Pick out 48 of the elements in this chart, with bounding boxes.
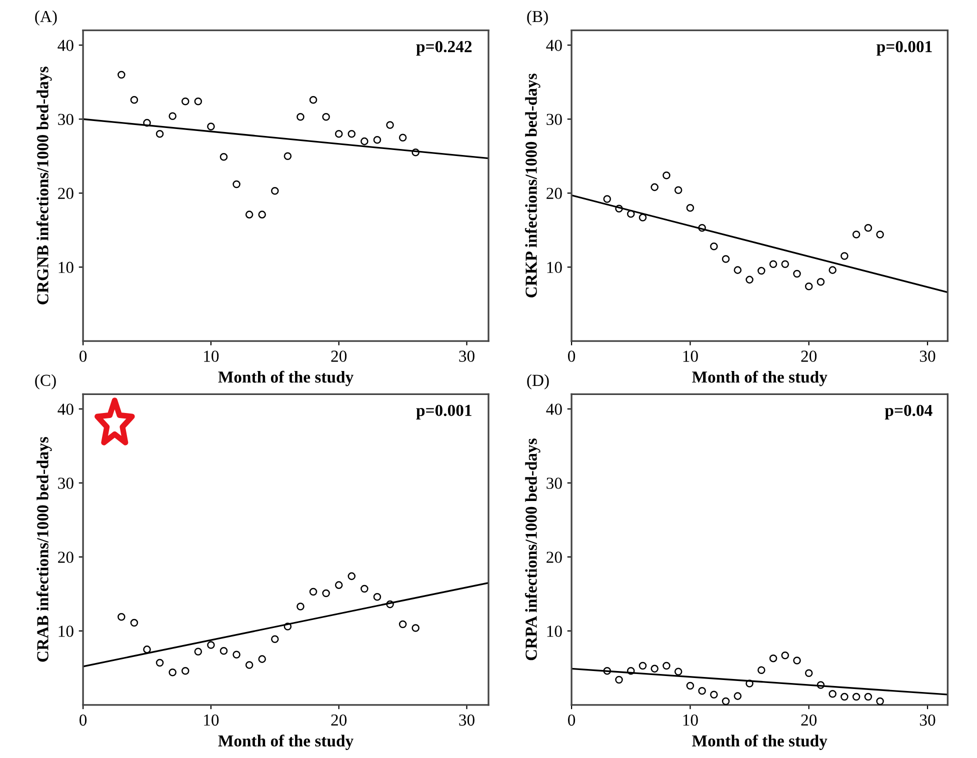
chart-title: (D): [527, 374, 549, 390]
x-axis-title: Month of the study: [218, 370, 354, 386]
y-tick-label: 20: [58, 188, 74, 200]
x-tick-label: 20: [801, 714, 817, 726]
x-tick-label: 30: [920, 714, 936, 726]
x-tick-label: 0: [80, 350, 87, 362]
x-tick-label: 20: [331, 714, 347, 726]
x-tick-label: 30: [459, 714, 474, 726]
x-tick-label: 0: [568, 714, 576, 726]
chart-title: (A): [35, 10, 57, 26]
y-axis-title: CRKP infections/1000 bed-days: [524, 74, 540, 298]
x-tick-label: 0: [568, 350, 576, 362]
x-tick-label: 30: [920, 350, 936, 362]
y-tick-label: 40: [546, 40, 562, 52]
y-axis-title: CRGNB infections/1000 bed-days: [36, 66, 52, 304]
x-tick-label: 20: [331, 350, 347, 362]
y-tick-label: 40: [58, 404, 74, 415]
annotation: p=0.242: [416, 40, 472, 56]
y-tick-label: 10: [547, 626, 562, 637]
x-tick-label: 10: [683, 714, 698, 726]
y-tick-label: 10: [58, 262, 74, 274]
annotation: p=0.001: [876, 40, 932, 56]
x-axis-title: Month of the study: [218, 734, 354, 750]
y-axis-title: CRPA infections/1000 bed-days: [524, 438, 540, 660]
y-tick-label: 20: [58, 552, 74, 563]
y-tick-label: 10: [547, 262, 562, 274]
annotation: p=0.04: [884, 404, 932, 420]
y-axis-title: CRAB infections/1000 bed-days: [36, 436, 52, 662]
x-tick-label: 10: [683, 350, 698, 362]
x-tick-label: 30: [459, 350, 474, 362]
x-axis-title: Month of the study: [692, 734, 828, 750]
y-tick-label: 40: [58, 40, 74, 52]
x-tick-label: 20: [801, 350, 817, 362]
y-tick-label: 30: [546, 478, 562, 489]
y-tick-label: 30: [58, 478, 74, 489]
x-axis-title: Month of the study: [692, 370, 828, 386]
x-tick-label: 10: [204, 350, 219, 362]
y-tick-label: 40: [546, 404, 562, 415]
x-tick-label: 10: [204, 714, 219, 726]
annotation: p=0.001: [416, 404, 472, 420]
y-tick-label: 30: [58, 114, 74, 126]
y-tick-label: 20: [546, 552, 562, 563]
y-tick-label: 10: [58, 626, 74, 637]
x-tick-label: 0: [80, 714, 87, 726]
y-tick-label: 30: [546, 114, 562, 126]
y-tick-label: 20: [546, 188, 562, 200]
chart-title: (C): [35, 374, 56, 390]
chart-title: (B): [527, 10, 548, 26]
